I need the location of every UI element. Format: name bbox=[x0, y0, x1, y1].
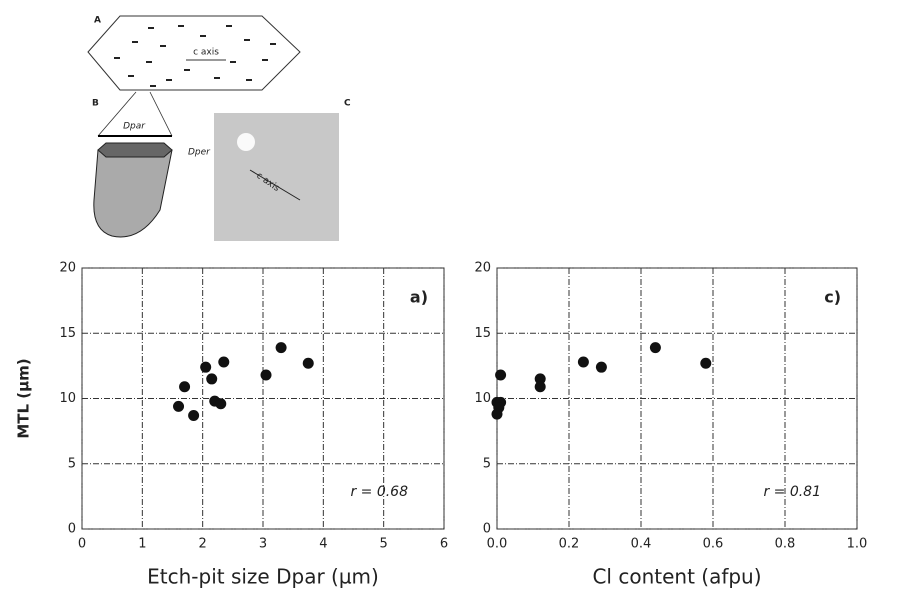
c-axis-arrow-photo bbox=[249, 169, 301, 201]
y-tick-label: 5 bbox=[68, 456, 76, 471]
data-point bbox=[577, 356, 589, 368]
y-tick-label: 10 bbox=[474, 391, 491, 406]
data-point bbox=[188, 409, 200, 421]
data-point bbox=[649, 342, 661, 354]
data-point bbox=[491, 408, 503, 420]
panel-label: A bbox=[94, 16, 101, 26]
pit-top bbox=[97, 142, 173, 158]
y-tick-label: 0 bbox=[68, 522, 76, 537]
panel-annotation: a) bbox=[410, 288, 428, 307]
x-axis-label: Cl content (afpu) bbox=[592, 565, 761, 589]
y-tick-label: 15 bbox=[59, 326, 76, 341]
y-axis-label: MTL (µm) bbox=[15, 358, 33, 438]
x-tick-label: 0.2 bbox=[559, 537, 580, 552]
data-point bbox=[179, 381, 191, 393]
x-tick-label: 4 bbox=[319, 537, 327, 552]
y-tick-label: 5 bbox=[483, 456, 491, 471]
zoom-line bbox=[97, 91, 137, 137]
panel-annotation: c) bbox=[824, 288, 841, 307]
y-tick-label: 20 bbox=[474, 261, 491, 276]
data-point bbox=[534, 381, 546, 393]
x-tick-label: 5 bbox=[380, 537, 388, 552]
y-tick-label: 0 bbox=[483, 522, 491, 537]
x-tick-label: 0.8 bbox=[775, 537, 796, 552]
x-tick-label: 0.4 bbox=[631, 537, 652, 552]
c-axis-label: c axis bbox=[193, 48, 219, 58]
stat-annotation: r = 0.68 bbox=[350, 484, 408, 500]
x-tick-label: 1.0 bbox=[847, 537, 868, 552]
panel-label: B bbox=[92, 99, 99, 109]
data-point bbox=[206, 373, 218, 385]
data-point bbox=[275, 342, 287, 354]
photo bbox=[214, 113, 339, 241]
y-tick-label: 20 bbox=[59, 261, 76, 276]
pit-profile bbox=[93, 149, 173, 238]
data-point bbox=[534, 373, 546, 385]
crystal-outline bbox=[87, 15, 301, 91]
y-tick-label: 15 bbox=[474, 326, 491, 341]
diagram bbox=[87, 15, 339, 241]
data-point bbox=[200, 361, 212, 373]
x-tick-label: 1 bbox=[138, 537, 146, 552]
panel-label: C bbox=[344, 99, 351, 109]
y-tick-label: 10 bbox=[59, 391, 76, 406]
data-point bbox=[260, 369, 272, 381]
data-point bbox=[595, 361, 607, 373]
data-point bbox=[700, 357, 712, 369]
x-tick-label: 2 bbox=[199, 537, 207, 552]
stat-annotation: r = 0.81 bbox=[763, 484, 821, 500]
etch-pits bbox=[114, 25, 276, 87]
x-tick-label: 0 bbox=[78, 537, 86, 552]
data-point bbox=[173, 400, 185, 412]
dper-label: Dper bbox=[188, 148, 211, 158]
data-point bbox=[218, 356, 230, 368]
zoom-line bbox=[149, 91, 173, 137]
data-point bbox=[495, 369, 507, 381]
x-tick-label: 6 bbox=[440, 537, 448, 552]
photo-glare bbox=[237, 133, 255, 151]
x-tick-label: 0.6 bbox=[703, 537, 724, 552]
dpar-label: Dpar bbox=[123, 122, 146, 132]
x-axis-label: Etch-pit size Dpar (µm) bbox=[147, 565, 379, 589]
data-point bbox=[302, 357, 314, 369]
data-point bbox=[215, 398, 227, 410]
x-tick-label: 3 bbox=[259, 537, 267, 552]
x-tick-label: 0.0 bbox=[487, 537, 508, 552]
